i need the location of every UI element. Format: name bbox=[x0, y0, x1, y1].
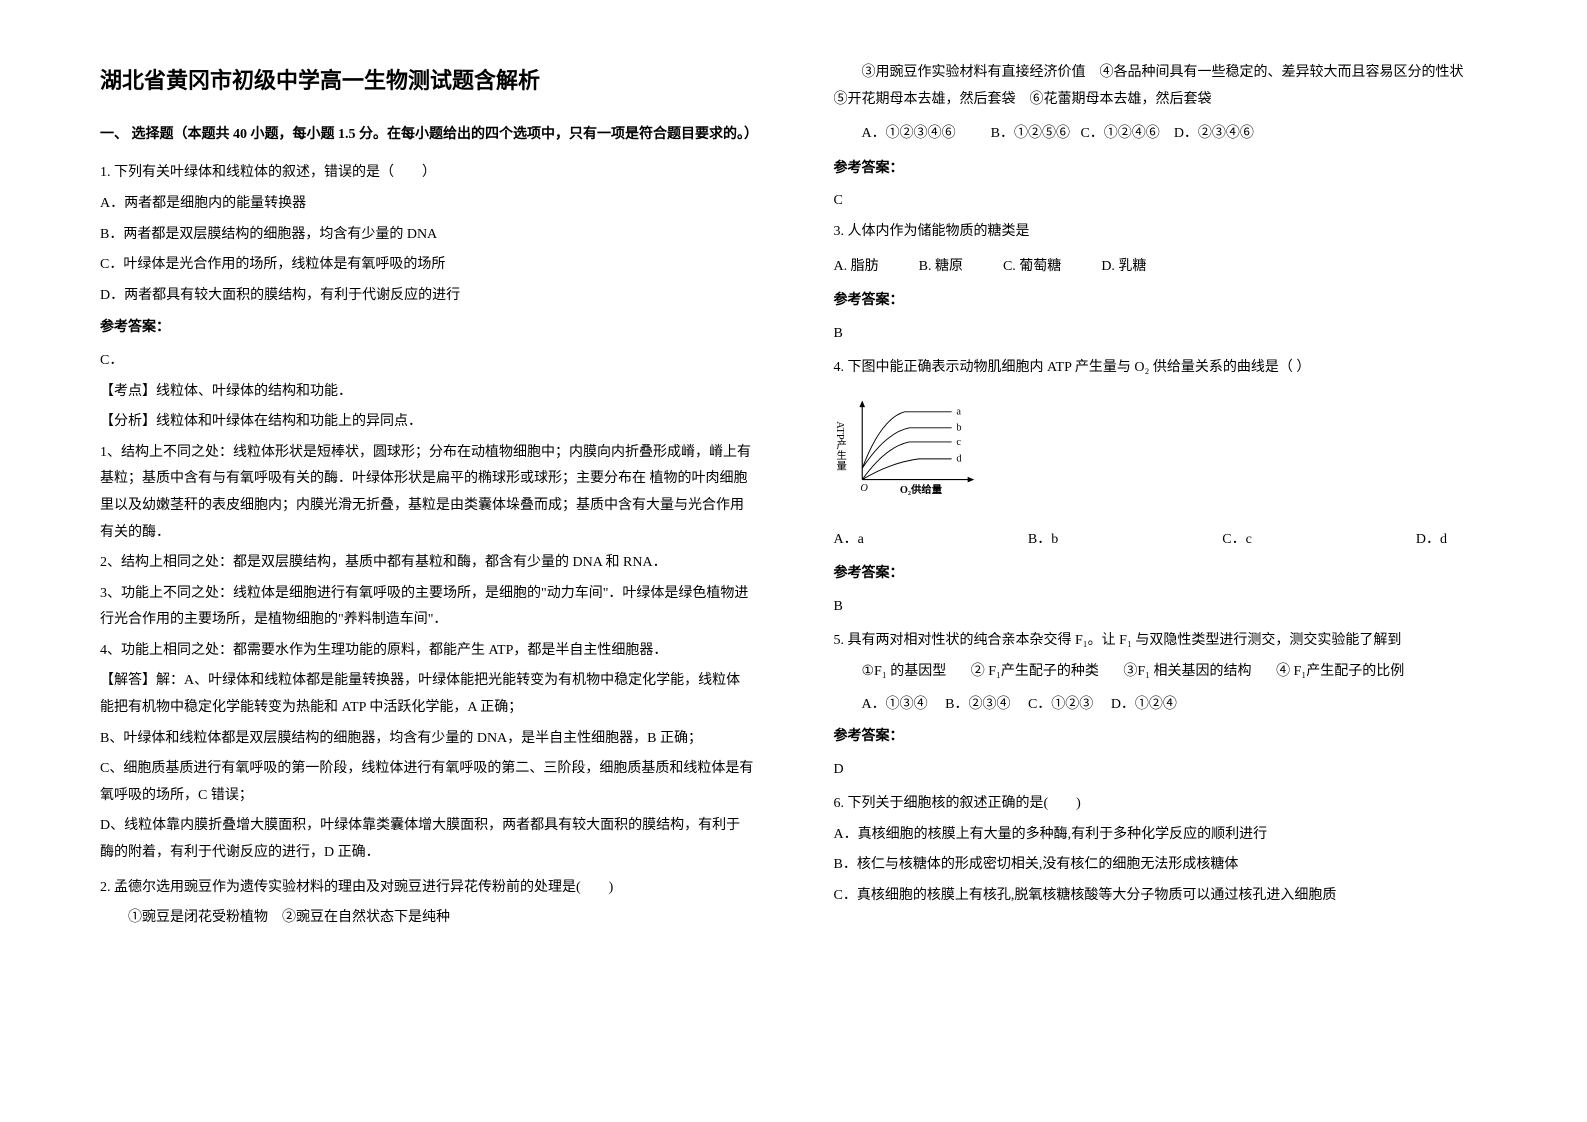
q3-stem: 3. 人体内作为储能物质的糖类是 bbox=[834, 219, 1488, 246]
x-label: O₂供给量 bbox=[899, 483, 942, 496]
left-column: 湖北省黄冈市初级中学高一生物测试题含解析 一、 选择题（本题共 40 小题，每小… bbox=[100, 60, 754, 1062]
question-4: 4. 下图中能正确表示动物肌细胞内 ATP 产生量与 O₂ 供给量关系的曲线是（… bbox=[834, 355, 1488, 620]
q6-stem: 6. 下列关于细胞核的叙述正确的是( ) bbox=[834, 791, 1488, 818]
question-2: 2. 孟德尔选用豌豆作为遗传实验材料的理由及对豌豆进行异花传粉前的处理是( ) … bbox=[100, 875, 754, 932]
q5-sub1: ①F₁ 的基因型 bbox=[862, 664, 947, 679]
curve-d bbox=[862, 459, 951, 480]
q4-optA: A．a bbox=[834, 527, 864, 554]
q4-stem: 4. 下图中能正确表示动物肌细胞内 ATP 产生量与 O₂ 供给量关系的曲线是（… bbox=[834, 355, 1488, 382]
q1-solve: 【解答】解：A、叶绿体和线粒体都是能量转换器，叶绿体能把光能转变为有机物中稳定化… bbox=[100, 668, 754, 721]
q4-options: A．a B．b C．c D．d bbox=[834, 527, 1488, 554]
q2-answer-label: 参考答案： bbox=[834, 156, 1488, 183]
q5-options: A．①③④ B．②③④ C．①②③ D．①②④ bbox=[862, 692, 1488, 719]
q3-answer-label: 参考答案： bbox=[834, 288, 1488, 315]
q5-optC: C．①②③ bbox=[1028, 697, 1093, 712]
q3-optB: B. 糖原 bbox=[919, 254, 963, 281]
q4-optC: C．c bbox=[1222, 527, 1252, 554]
q6-optC: C．真核细胞的核膜上有核孔,脱氧核糖核酸等大分子物质可以通过核孔进入细胞质 bbox=[834, 883, 1488, 910]
q1-solveC: C、细胞质基质进行有氧呼吸的第一阶段，线粒体进行有氧呼吸的第二、三阶段，细胞质基… bbox=[100, 756, 754, 809]
y-arrow bbox=[859, 400, 865, 407]
q1-solveB: B、叶绿体和线粒体都是双层膜结构的细胞器，均含有少量的 DNA，是半自主性细胞器… bbox=[100, 726, 754, 753]
label-b: b bbox=[956, 423, 961, 434]
q2-optC: C．①②④⑥ bbox=[1080, 126, 1159, 141]
q1-p3: 3、功能上不同之处：线粒体是细胞进行有氧呼吸的主要场所，是细胞的"动力车间"．叶… bbox=[100, 581, 754, 634]
q6-optB: B．核仁与核糖体的形成密切相关,没有核仁的细胞无法形成核糖体 bbox=[834, 852, 1488, 879]
q3-answer: B bbox=[834, 321, 1488, 348]
q5-sub3: ③F₁ 相关基因的结构 bbox=[1123, 664, 1251, 679]
q1-p4: 4、功能上相同之处：都需要水作为生理功能的原料，都能产生 ATP，都是半自主性细… bbox=[100, 638, 754, 665]
q1-analysis: 【分析】线粒体和叶绿体在结构和功能上的异同点． bbox=[100, 409, 754, 436]
q2-optB: B．①②⑤⑥ bbox=[991, 126, 1070, 141]
q1-optB: B．两者都是双层膜结构的细胞器，均含有少量的 DNA bbox=[100, 222, 754, 249]
q4-optD: D．d bbox=[1416, 527, 1447, 554]
q1-p2: 2、结构上相同之处：都是双层膜结构，基质中都有基粒和酶，都含有少量的 DNA 和… bbox=[100, 550, 754, 577]
q1-stem: 1. 下列有关叶绿体和线粒体的叙述，错误的是（ ） bbox=[100, 160, 754, 187]
q4-optB: B．b bbox=[1028, 527, 1058, 554]
q3-optA: A. 脂肪 bbox=[834, 254, 879, 281]
q5-optD: D．①②④ bbox=[1111, 697, 1177, 712]
q5-stem: 5. 具有两对相对性状的纯合亲本杂交得 F₁。让 F₁ 与双隐性类型进行测交，测… bbox=[834, 628, 1488, 655]
page-container: 湖北省黄冈市初级中学高一生物测试题含解析 一、 选择题（本题共 40 小题，每小… bbox=[100, 60, 1487, 1062]
document-title: 湖北省黄冈市初级中学高一生物测试题含解析 bbox=[100, 60, 754, 102]
q4-answer: B bbox=[834, 594, 1488, 621]
q5-sub2: ② F₁产生配子的种类 bbox=[971, 664, 1099, 679]
q5-optA: A．①③④ bbox=[862, 697, 928, 712]
label-d: d bbox=[956, 454, 962, 465]
q3-optC: C. 葡萄糖 bbox=[1003, 254, 1061, 281]
q1-optA: A．两者都是细胞内的能量转换器 bbox=[100, 191, 754, 218]
q1-p1: 1、结构上不同之处：线粒体形状是短棒状，圆球形；分布在动植物细胞中；内膜向内折叠… bbox=[100, 440, 754, 546]
question-6: 6. 下列关于细胞核的叙述正确的是( ) A．真核细胞的核膜上有大量的多种酶,有… bbox=[834, 791, 1488, 909]
q4-answer-label: 参考答案： bbox=[834, 561, 1488, 588]
q2-options: A．①②③④⑥ B．①②⑤⑥ C．①②④⑥ D．②③④⑥ bbox=[862, 121, 1488, 148]
origin-label: O bbox=[860, 483, 868, 494]
q5-answer-label: 参考答案： bbox=[834, 724, 1488, 751]
q5-answer: D bbox=[834, 757, 1488, 784]
q1-solveD: D、线粒体靠内膜折叠增大膜面积，叶绿体靠类囊体增大膜面积，两者都具有较大面积的膜… bbox=[100, 813, 754, 866]
question-5: 5. 具有两对相对性状的纯合亲本杂交得 F₁。让 F₁ 与双隐性类型进行测交，测… bbox=[834, 628, 1488, 783]
right-column: ③用豌豆作实验材料有直接经济价值 ④各品种间具有一些稳定的、差异较大而且容易区分… bbox=[834, 60, 1488, 1062]
section-header: 一、 选择题（本题共 40 小题，每小题 1.5 分。在每小题给出的四个选项中，… bbox=[100, 122, 754, 149]
q3-optD: D. 乳糖 bbox=[1101, 254, 1146, 281]
q1-optD: D．两者都具有较大面积的膜结构，有利于代谢反应的进行 bbox=[100, 283, 754, 310]
q5-subs: ①F₁ 的基因型 ② F₁产生配子的种类 ③F₁ 相关基因的结构 ④ F₁产生配… bbox=[862, 659, 1488, 686]
question-3: 3. 人体内作为储能物质的糖类是 A. 脂肪 B. 糖原 C. 葡萄糖 D. 乳… bbox=[834, 219, 1488, 347]
q1-point: 【考点】线粒体、叶绿体的结构和功能． bbox=[100, 379, 754, 406]
q5-optB: B．②③④ bbox=[945, 697, 1010, 712]
q1-optC: C．叶绿体是光合作用的场所，线粒体是有氧呼吸的场所 bbox=[100, 252, 754, 279]
q4-chart: a b c d ATP产生量 O O₂供给量 bbox=[834, 394, 1488, 515]
y-label: ATP产生量 bbox=[834, 421, 846, 470]
q2-line1: ①豌豆是闭花受粉植物 ②豌豆在自然状态下是纯种 bbox=[100, 905, 754, 932]
q2-stem: 2. 孟德尔选用豌豆作为遗传实验材料的理由及对豌豆进行异花传粉前的处理是( ) bbox=[100, 875, 754, 902]
label-a: a bbox=[956, 407, 961, 418]
chart-svg: a b c d ATP产生量 O O₂供给量 bbox=[834, 394, 994, 504]
curve-b bbox=[862, 428, 951, 468]
q5-sub4: ④ F₁产生配子的比例 bbox=[1276, 664, 1404, 679]
q1-answer-label: 参考答案： bbox=[100, 315, 754, 342]
q1-answer: C． bbox=[100, 348, 754, 375]
question-1: 1. 下列有关叶绿体和线粒体的叙述，错误的是（ ） A．两者都是细胞内的能量转换… bbox=[100, 160, 754, 866]
q6-optA: A．真核细胞的核膜上有大量的多种酶,有利于多种化学反应的顺利进行 bbox=[834, 822, 1488, 849]
q2-line2: ③用豌豆作实验材料有直接经济价值 ④各品种间具有一些稳定的、差异较大而且容易区分… bbox=[834, 60, 1488, 113]
q2-optD: D．②③④⑥ bbox=[1174, 126, 1254, 141]
q2-optA: A．①②③④⑥ bbox=[862, 126, 956, 141]
q2-answer: C bbox=[834, 188, 1488, 215]
q3-options: A. 脂肪 B. 糖原 C. 葡萄糖 D. 乳糖 bbox=[834, 254, 1488, 281]
curve-a bbox=[862, 412, 951, 468]
x-arrow bbox=[967, 477, 974, 483]
label-c: c bbox=[956, 437, 961, 448]
